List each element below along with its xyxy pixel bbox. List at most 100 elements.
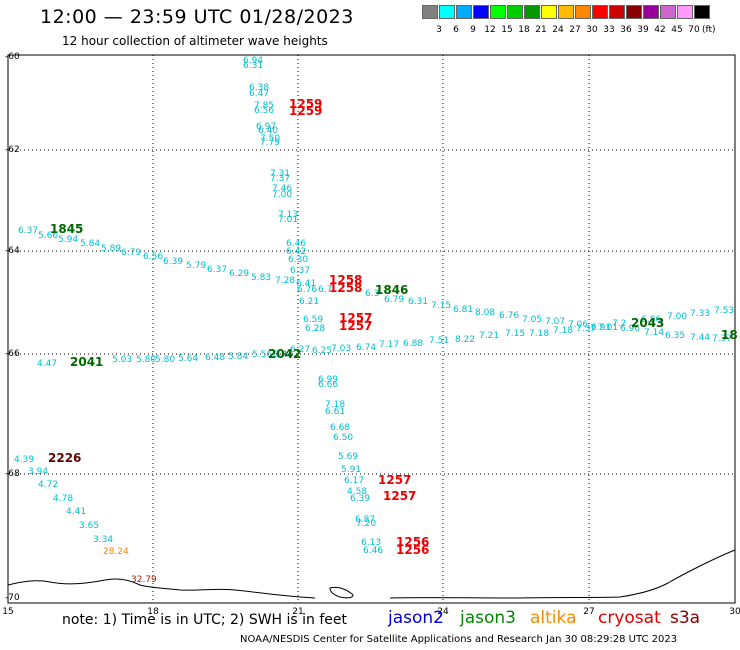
- wave-height-value: 4.72: [38, 480, 58, 490]
- color-swatch: [558, 5, 574, 19]
- y-tick-label: -70: [5, 593, 20, 603]
- pass-time-label: 2042: [268, 347, 301, 361]
- wave-height-value: 6.76: [297, 285, 317, 295]
- color-swatch: [677, 5, 693, 19]
- wave-height-value: 7.44: [690, 333, 710, 343]
- color-scale-label: 30: [586, 25, 598, 35]
- color-scale-label: 15: [501, 25, 513, 35]
- wave-height-value: 3.94: [28, 467, 48, 477]
- wave-height-value: 6.31: [408, 297, 428, 307]
- color-scale-unit: (ft): [702, 25, 716, 35]
- wave-height-value: 6.47: [249, 89, 269, 99]
- wave-height-value: 6.48: [205, 353, 225, 363]
- color-swatch: [507, 5, 523, 19]
- color-scale-label: 42: [654, 25, 666, 35]
- wave-height-value: 7.03: [331, 344, 351, 354]
- color-swatch: [609, 5, 625, 19]
- pass-time-label: 1257: [383, 489, 416, 503]
- wave-height-value: 6.91: [591, 323, 611, 333]
- wave-height-value: 6.35: [665, 331, 685, 341]
- color-swatch: [473, 5, 489, 19]
- wave-height-value: 6.37: [207, 265, 227, 275]
- y-tick-label: -64: [5, 246, 20, 256]
- plot-frame: [7, 54, 736, 604]
- color-scale-label: 21: [535, 25, 547, 35]
- wave-height-value: 5.79: [186, 261, 206, 271]
- wave-height-value: 7.37: [270, 174, 290, 184]
- pass-time-label: 1257: [339, 311, 372, 325]
- pass-time-label: 1258: [329, 273, 362, 287]
- wave-height-value: 7.06: [568, 320, 588, 330]
- wave-height-value: 4.78: [53, 494, 73, 504]
- wave-height-value: 5.84: [80, 239, 100, 249]
- wave-height-value: 7.15: [431, 301, 451, 311]
- color-swatch: [626, 5, 642, 19]
- color-swatch: [643, 5, 659, 19]
- wave-height-value: 7.37: [576, 324, 596, 334]
- color-swatch: [422, 5, 438, 19]
- wave-height-value: 6.96: [620, 324, 640, 334]
- satellite-legend-jason2: jason2: [388, 608, 444, 628]
- wave-height-value: 6.37: [18, 226, 38, 236]
- wave-height-value: 6.86: [641, 315, 661, 325]
- color-scale-label: 70: [688, 25, 700, 35]
- pass-time-label: 2226: [48, 451, 81, 465]
- wave-height-value: 6.31: [243, 61, 263, 71]
- color-scale-label: 9: [470, 25, 476, 35]
- wave-height-value: 7.50: [260, 134, 280, 144]
- color-swatch: [439, 5, 455, 19]
- wave-height-value: 7.51: [429, 336, 449, 346]
- satellite-legend-altika: altika: [530, 608, 577, 628]
- wave-height-value: 3.65: [79, 521, 99, 531]
- color-swatch: [694, 5, 710, 19]
- wave-height-value: 7.07: [545, 317, 565, 327]
- pass-time-label: 1259: [289, 104, 322, 118]
- pass-time-label: 1845: [50, 222, 83, 236]
- color-swatch: [524, 5, 540, 19]
- wave-height-value: 7.20: [356, 519, 376, 529]
- x-tick-label: 27: [583, 607, 594, 617]
- color-swatch: [660, 5, 676, 19]
- wave-height-value: 4.47: [37, 359, 57, 369]
- wave-height-value: 6.61: [325, 407, 345, 417]
- pass-time-label: 1256: [396, 535, 429, 549]
- wave-height-value: 3.34: [93, 535, 113, 545]
- wave-height-value: 6.56: [143, 252, 163, 262]
- wave-height-value: 6.46: [286, 239, 306, 249]
- wave-height-value: 8.22: [455, 335, 475, 345]
- wave-height-value: 6.46: [363, 546, 383, 556]
- wave-height-value: 5.69: [338, 452, 358, 462]
- y-tick-label: -68: [5, 469, 20, 479]
- wave-height-value: 6.40: [258, 126, 278, 136]
- wave-height-value: 7.2: [612, 319, 626, 329]
- wave-height-value: 4.39: [14, 455, 34, 465]
- wave-height-value: 7.37: [712, 334, 732, 344]
- wave-height-value: 4.41: [66, 507, 86, 517]
- wave-height-value: 5.66: [38, 231, 58, 241]
- satellite-legend-s3a: s3a: [670, 608, 701, 628]
- wave-height-value: 6.50: [333, 433, 353, 443]
- wave-height-value: 6.29: [229, 269, 249, 279]
- wave-height-value: 7.33: [690, 309, 710, 319]
- credit-text: NOAA/NESDIS Center for Satellite Applica…: [240, 634, 678, 645]
- wave-height-value: 6.39: [163, 257, 183, 267]
- wave-height-value: 6.81: [453, 305, 473, 315]
- wave-height-value: 4.58: [347, 487, 367, 497]
- pass-time-label: 1257: [339, 319, 372, 333]
- wave-height-value: 7.31: [270, 169, 290, 179]
- grid-lines: [8, 55, 735, 603]
- wave-height-value: 6.56: [254, 106, 274, 116]
- wave-height-value: 7.13: [278, 210, 298, 220]
- color-scale-label: 6: [453, 25, 459, 35]
- wave-height-value: 6.41: [296, 279, 316, 289]
- wave-height-value: 5.80: [155, 355, 175, 365]
- wave-height-value: 7.00: [272, 190, 292, 200]
- wave-height-value: 6.66: [318, 380, 338, 390]
- wave-height-value: 6.38: [249, 83, 269, 93]
- satellite-legend-cryosat: cryosat: [598, 608, 661, 628]
- color-scale-label: 33: [603, 25, 615, 35]
- wave-height-value: 7.05: [522, 315, 542, 325]
- wave-height-value: 6.76: [499, 311, 519, 321]
- wave-height-value: 7.28: [275, 276, 295, 286]
